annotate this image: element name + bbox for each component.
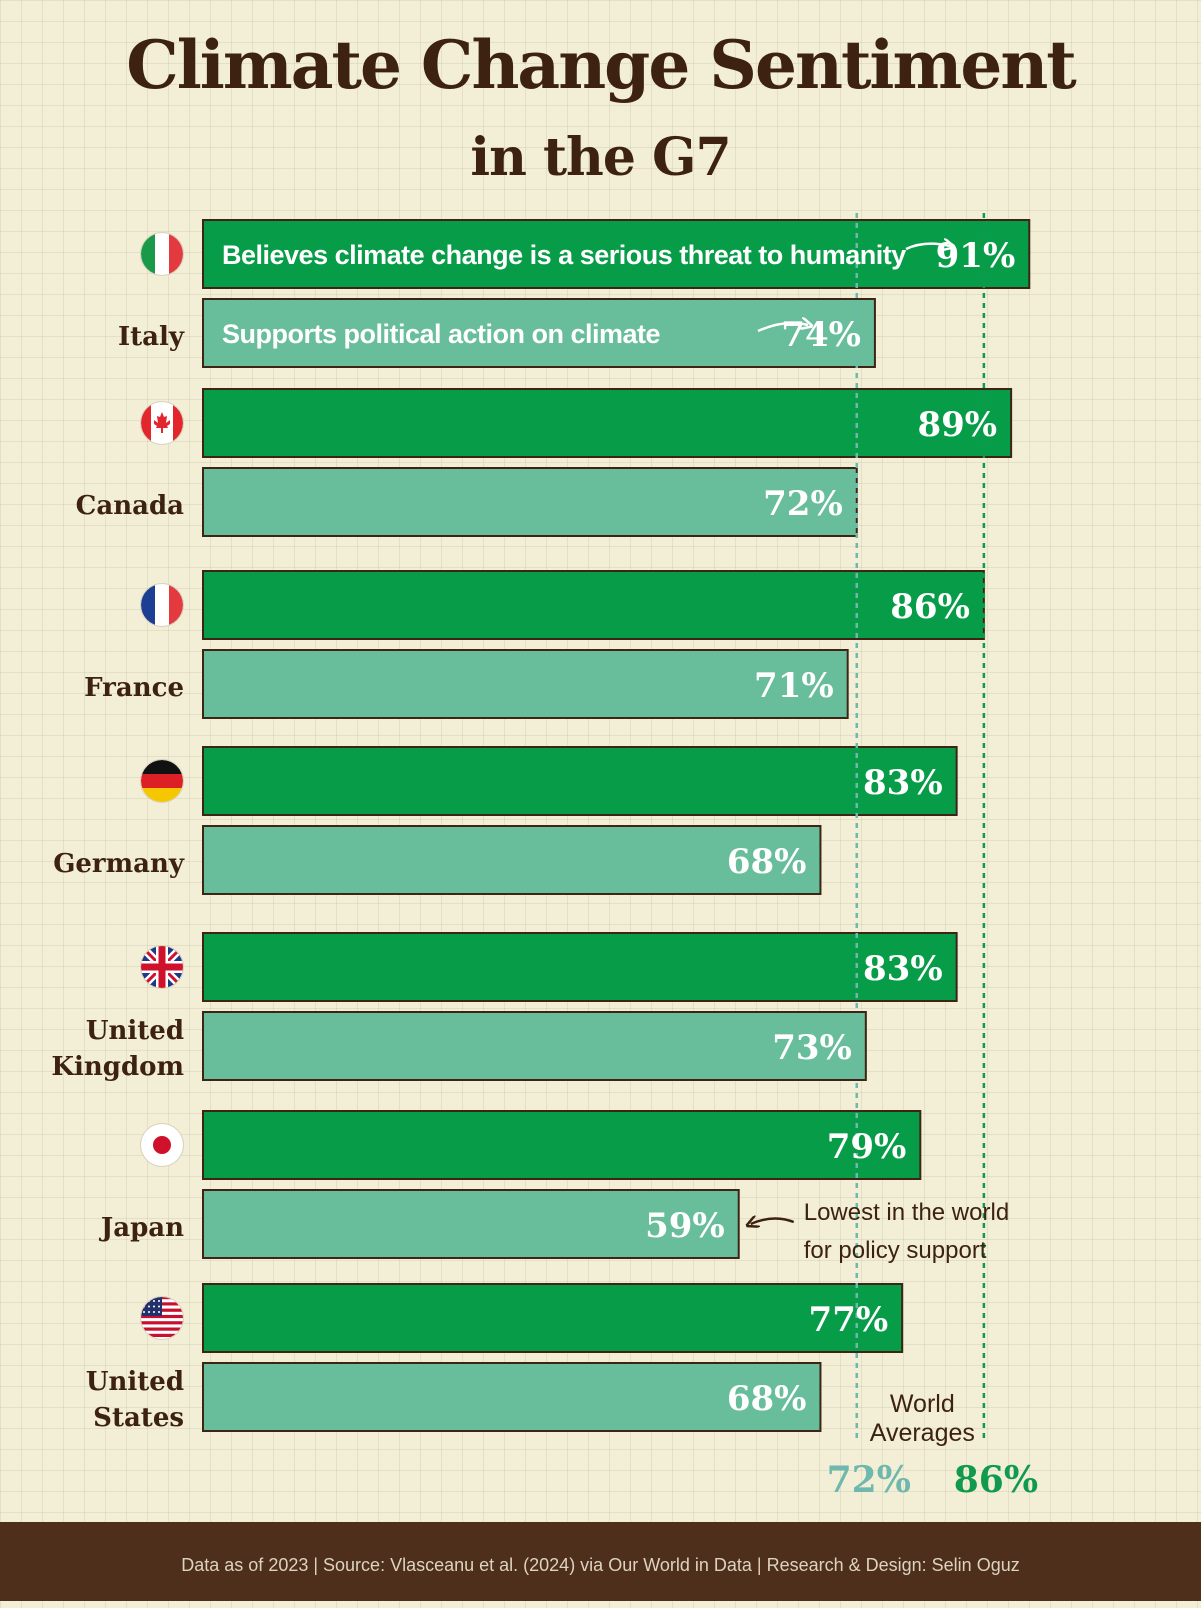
category-label-japan: Japan [99,1213,184,1243]
action-value-label: 73% [772,1028,852,1068]
threat-value-label: 79% [827,1127,907,1167]
bar-chart: 91% 74% Italy 89% 72% Canada 86% 71% France 83% 68… [51,213,1038,1501]
japan-flag [140,1123,184,1167]
category-label-italy: Italy [118,322,185,352]
action-bar-canada [202,467,858,537]
legend-threat-label: Believes climate change is a serious thr… [222,240,906,270]
chart-title: Climate Change Sentiment [126,26,1077,104]
category-label-germany: Germany [53,849,185,879]
action-value-label: 59% [645,1206,725,1246]
category-label-united-states: United States [86,1367,184,1433]
uk-flag [140,945,184,989]
action-value-label: 68% [727,1379,807,1419]
action-value-label: 71% [754,666,834,706]
action-bar-france [202,649,849,719]
footer-source: Data as of 2023 | Source: Vlasceanu et a… [0,1522,1201,1601]
action-bar-united-kingdom [202,1011,867,1081]
germany-flag [140,759,184,803]
threat-bar-france [202,570,985,640]
threat-value-label: 83% [863,949,943,989]
threat-bar-italy [202,219,1031,289]
annotation-arrow [751,1218,795,1224]
legend-action-label: Supports political action on climate [222,319,661,349]
reference-value-label: 72% [827,1459,911,1501]
reference-value-label: 86% [954,1459,1038,1501]
canada-flag [140,401,184,445]
france-flag [140,583,184,627]
action-value-label: 74% [781,315,861,355]
reference-caption: World Averages [870,1390,975,1447]
threat-value-label: 86% [890,587,970,627]
threat-value-label: 83% [863,763,943,803]
category-label-france: France [84,673,184,703]
japan-annotation: Lowest in the world for policy support [804,1199,1009,1264]
action-value-label: 68% [727,842,807,882]
legend-threat-arrow [905,244,950,249]
legend-action-arrow [757,323,808,333]
action-bar-united-states [202,1362,822,1432]
threat-bar-united-states [202,1283,904,1353]
threat-bar-germany [202,746,958,816]
action-bar-germany [202,825,822,895]
threat-value-label: 77% [809,1300,889,1340]
threat-bar-united-kingdom [202,932,958,1002]
category-label-canada: Canada [76,491,184,521]
threat-value-label: 91% [936,236,1016,276]
category-label-united-kingdom: United Kingdom [51,1016,184,1082]
chart-subtitle: in the G7 [470,127,731,188]
italy-flag [140,232,184,276]
action-value-label: 72% [763,484,843,524]
threat-value-label: 89% [917,405,997,445]
threat-bar-japan [202,1110,922,1180]
usa-flag [140,1296,184,1340]
threat-bar-canada [202,388,1013,458]
action-bar-italy [202,298,876,368]
action-bar-japan [202,1189,740,1259]
